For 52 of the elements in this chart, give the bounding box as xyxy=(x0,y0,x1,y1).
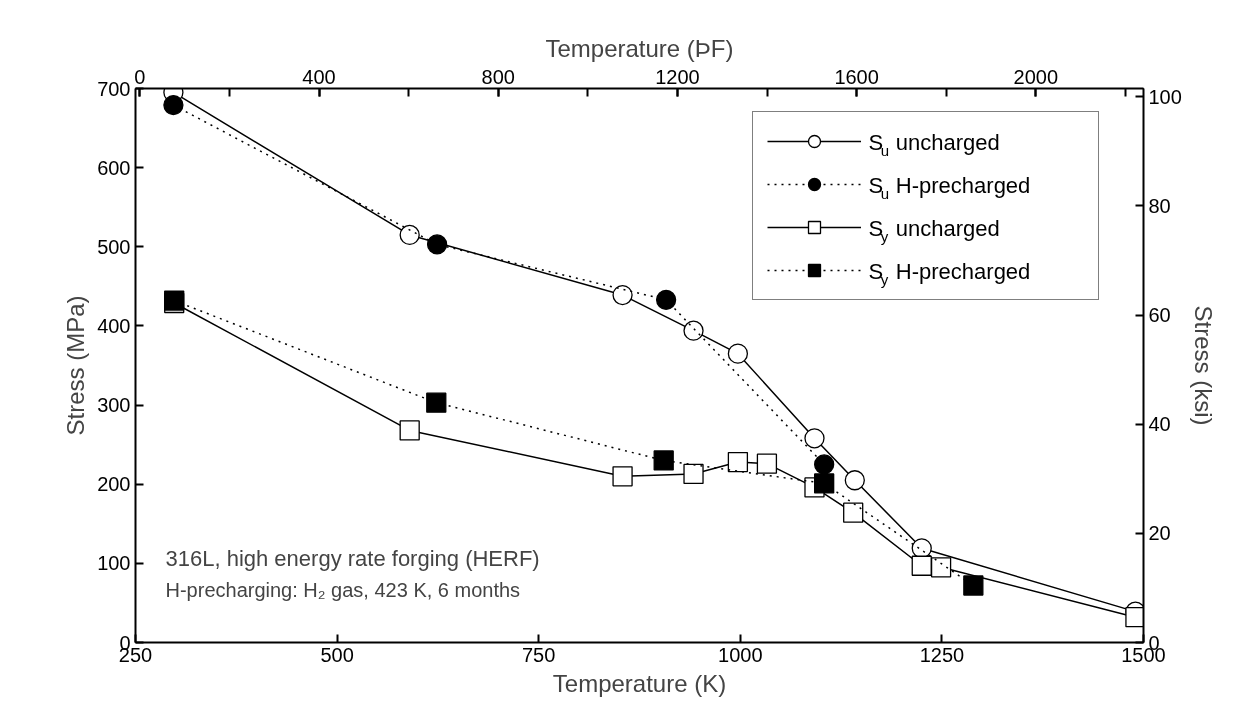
y-tick-label: 500 xyxy=(97,235,131,258)
point xyxy=(612,284,633,306)
y-tick-label: 200 xyxy=(97,473,131,496)
point xyxy=(814,454,835,475)
x-tick-label: 750 xyxy=(522,643,556,666)
x-tick-label: 1250 xyxy=(919,643,965,666)
y-tick-label: 300 xyxy=(97,394,131,417)
y-tick-label: 100 xyxy=(97,552,131,575)
point xyxy=(399,224,420,246)
point xyxy=(930,557,952,578)
y-tick-label: 700 xyxy=(97,77,131,100)
y2-tick-label: 100 xyxy=(1148,85,1182,108)
point xyxy=(814,473,835,494)
x2-axis-title: Temperature (ÞF) xyxy=(545,34,734,62)
x2-tick-label: 800 xyxy=(481,65,515,88)
point xyxy=(426,234,448,255)
point xyxy=(683,320,704,341)
point xyxy=(653,450,674,471)
point xyxy=(612,466,633,487)
x2-tick-label: 2000 xyxy=(1013,65,1059,88)
x-axis-title: Temperature (K) xyxy=(552,669,727,697)
y2-axis-title: Stress (ksi) xyxy=(1189,305,1217,426)
x2-tick-label: 0 xyxy=(134,65,146,88)
point xyxy=(843,502,864,523)
point xyxy=(683,463,704,485)
x-tick-label: 1000 xyxy=(718,643,763,666)
point xyxy=(727,343,749,364)
point xyxy=(426,392,447,413)
point xyxy=(399,420,420,441)
point xyxy=(1125,607,1144,628)
point xyxy=(756,453,778,474)
point xyxy=(911,538,932,559)
y2-tick-label: 20 xyxy=(1148,522,1171,545)
point xyxy=(163,94,184,116)
point xyxy=(844,470,865,491)
y2-tick-label: 60 xyxy=(1148,304,1171,327)
point xyxy=(804,428,825,449)
y2-tick-label: 80 xyxy=(1148,194,1171,217)
y-tick-label: 600 xyxy=(97,156,131,179)
y-axis-title: Stress (MPa) xyxy=(62,295,90,436)
x2-tick-label: 1600 xyxy=(834,65,879,88)
y2-tick-label: 40 xyxy=(1148,413,1171,436)
annotation: 316L, high energy rate forging (HERF) xyxy=(165,545,540,571)
point xyxy=(727,451,749,473)
x2-tick-label: 1200 xyxy=(655,65,700,88)
x2-tick-label: 400 xyxy=(302,65,336,88)
point xyxy=(963,575,984,596)
annotation: H-precharging: H₂ gas, 423 K, 6 months xyxy=(165,578,521,601)
x-tick-label: 500 xyxy=(320,643,354,666)
point xyxy=(911,555,932,576)
point xyxy=(655,289,677,310)
y-tick-label: 400 xyxy=(97,314,131,337)
